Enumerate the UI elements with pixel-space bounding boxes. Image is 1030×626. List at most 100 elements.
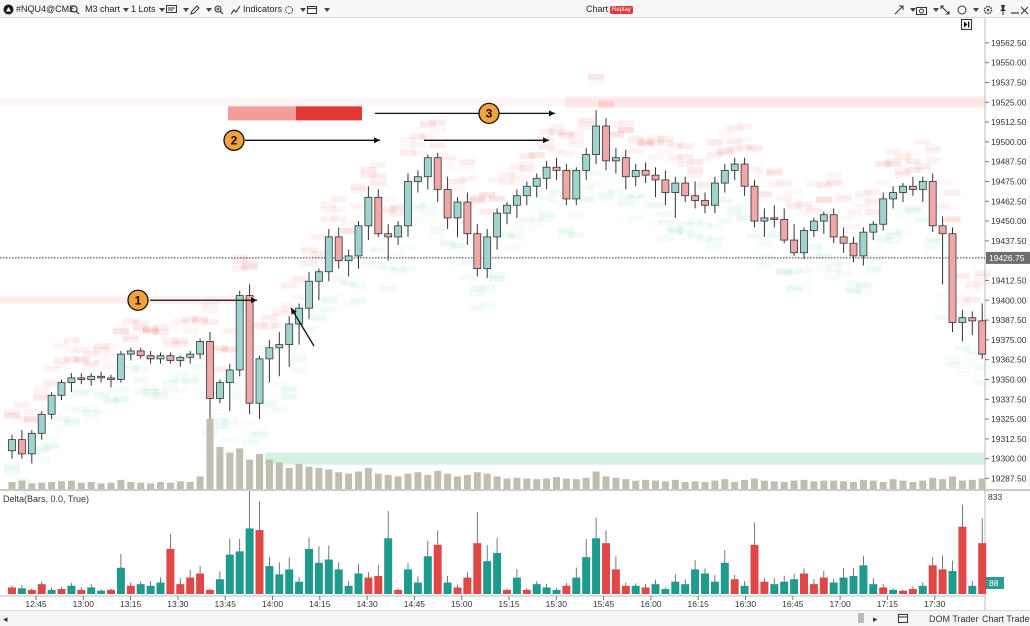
heatmap-cell xyxy=(489,271,506,278)
heatmap-cell xyxy=(786,284,803,291)
calendar-icon[interactable] xyxy=(898,613,908,625)
heatmap-cell xyxy=(489,176,506,183)
volume-bar xyxy=(909,482,917,489)
candle-body xyxy=(839,236,848,244)
heatmap-cell xyxy=(400,243,416,250)
delta-bar xyxy=(829,582,838,594)
delta-bar xyxy=(394,589,403,594)
heatmap-cell xyxy=(103,351,119,358)
candle-body xyxy=(770,217,779,220)
y-tick-label: 19512.50 xyxy=(991,117,1027,127)
heatmap-cell xyxy=(647,220,664,227)
volume-bar xyxy=(562,478,570,489)
indicators-button[interactable]: Indicators xyxy=(243,4,283,14)
delta-bar xyxy=(928,565,937,594)
candle xyxy=(681,176,690,203)
heatmap-cell xyxy=(627,192,644,199)
heatmap-cell xyxy=(617,200,634,207)
y-tick-label: 19562.50 xyxy=(991,38,1027,48)
candle xyxy=(17,430,26,459)
heatmap-cell xyxy=(568,232,585,239)
heatmap-cell xyxy=(558,130,575,137)
fullscreen-icon[interactable] xyxy=(940,2,950,16)
heatmap-cell xyxy=(469,194,486,201)
heatmap-cell xyxy=(360,258,377,265)
y-tick-label: 19300.00 xyxy=(991,454,1027,464)
link-circle-icon[interactable] xyxy=(957,2,979,16)
heatmap-cell xyxy=(578,124,595,131)
price-chart[interactable]: 1 2 3 19562.50 19550.00 19537.50 19525.00 1951… xyxy=(0,18,1030,610)
candle-body xyxy=(8,439,16,452)
scroll-right-icon[interactable]: ▸ xyxy=(873,614,878,624)
sync-icon[interactable] xyxy=(894,2,916,16)
symbol-label[interactable]: #NQU4@CME xyxy=(16,4,76,14)
pin-icon[interactable] xyxy=(999,2,1007,16)
x-tick-label: 16:45 xyxy=(782,599,804,609)
heatmap-cell xyxy=(122,364,139,371)
delta-bar xyxy=(146,585,155,594)
chart-type-dropdown[interactable]: M3 chart xyxy=(85,2,129,16)
chart-trader-button[interactable]: Chart Trader xyxy=(982,614,1030,624)
heatmap-cell xyxy=(281,282,298,289)
close-icon[interactable] xyxy=(1020,2,1029,16)
heatmap-cell xyxy=(132,365,149,372)
scroll-handle[interactable] xyxy=(858,613,864,625)
dom-trader-button[interactable]: DOM Trader xyxy=(929,614,979,624)
volume-bar xyxy=(404,473,412,489)
settings-gear-icon[interactable] xyxy=(983,2,993,16)
symbol-search-icon[interactable] xyxy=(70,2,80,16)
volume-bar xyxy=(800,479,808,489)
candle xyxy=(453,197,462,237)
scroll-to-end-button[interactable] xyxy=(961,19,972,30)
x-tick-label: 16:00 xyxy=(640,599,662,609)
heatmap-cell xyxy=(370,257,387,264)
scroll-left-icon[interactable]: ◂ xyxy=(3,614,8,624)
candle xyxy=(324,228,333,282)
candle-body xyxy=(849,242,858,257)
heatmap-cell xyxy=(885,238,902,245)
candle xyxy=(443,176,452,229)
heatmap-cell xyxy=(499,246,515,253)
candle xyxy=(384,224,393,261)
candle-body xyxy=(473,233,482,269)
x-tick-label: 15:30 xyxy=(546,599,568,609)
heatmap-cell xyxy=(647,153,664,160)
zoom-icon[interactable] xyxy=(214,2,224,16)
heatmap-cell xyxy=(776,178,793,185)
heatmap-cell xyxy=(647,139,664,146)
template-icon[interactable] xyxy=(166,2,189,16)
candle-body xyxy=(948,233,957,323)
indicators-icon[interactable] xyxy=(230,2,241,16)
heatmap-cell xyxy=(330,206,347,213)
delta-bar xyxy=(305,548,313,594)
delta-indicator-title: Delta(Bars, 0.0, True) xyxy=(3,494,90,504)
volume-bar xyxy=(622,479,630,489)
crosshair-settings-icon[interactable] xyxy=(284,2,306,16)
heatmap-cell xyxy=(508,176,525,183)
delta-bar xyxy=(611,569,620,594)
heatmap-cell xyxy=(370,247,387,254)
candle xyxy=(374,189,383,237)
volume-bar xyxy=(929,477,937,489)
candle-body xyxy=(384,233,393,238)
delta-bar xyxy=(819,577,828,594)
volume-bar xyxy=(186,482,194,489)
heatmap-cell xyxy=(23,417,40,424)
heatmap-cell xyxy=(449,242,466,249)
window-layout-icon[interactable] xyxy=(307,2,330,16)
volume-bar xyxy=(661,481,669,489)
heatmap-cell xyxy=(132,377,149,384)
lots-dropdown[interactable]: 1 Lots xyxy=(131,2,165,16)
heatmap-cell xyxy=(4,411,20,418)
heatmap-cell xyxy=(182,317,199,324)
heatmap-cell xyxy=(310,306,327,313)
heatmap-cell xyxy=(934,314,951,321)
camera-icon[interactable] xyxy=(916,2,939,16)
heatmap-cell xyxy=(558,132,575,139)
candle xyxy=(889,186,897,209)
minimize-icon[interactable] xyxy=(1011,2,1019,16)
heatmap-cell xyxy=(380,206,397,213)
heatmap-cell xyxy=(904,204,921,211)
drawing-pencil-icon[interactable] xyxy=(190,2,212,16)
heatmap-cell xyxy=(221,418,238,425)
